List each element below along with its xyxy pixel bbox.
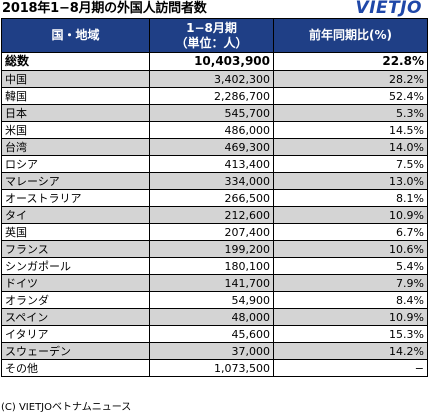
table-row: イタリア 45,600 15.3% [1, 325, 428, 343]
visitor-count: 45,600 [149, 325, 274, 343]
yoy-change: 14.0% [273, 138, 428, 156]
visitor-count: 469,300 [149, 138, 274, 156]
yoy-change: 14.5% [273, 121, 428, 139]
table-row: ロシア 413,400 7.5% [1, 155, 428, 173]
yoy-change: 5.3% [273, 104, 428, 122]
country-name: ドイツ [1, 274, 150, 292]
yoy-change: 52.4% [273, 87, 428, 105]
yoy-change: 15.3% [273, 325, 428, 343]
table-row: オランダ 54,900 8.4% [1, 291, 428, 309]
visitor-count: 212,600 [149, 206, 274, 224]
table-row: 中国 3,402,300 28.2% [1, 70, 428, 88]
visitor-count: 37,000 [149, 342, 274, 360]
yoy-change: 7.9% [273, 274, 428, 292]
visitor-count: 413,400 [149, 155, 274, 173]
visitor-count: 54,900 [149, 291, 274, 309]
yoy-change: 28.2% [273, 70, 428, 88]
total-yoy: 22.8% [273, 52, 428, 71]
yoy-change: − [273, 359, 428, 377]
table-row: 台湾 469,300 14.0% [1, 138, 428, 156]
header-count-line1: 1−8月期 [186, 20, 237, 35]
country-name: スペイン [1, 308, 150, 326]
total-count: 10,403,900 [149, 52, 274, 71]
header-bar: 2018年1−8月期の外国人訪問者数 VIETJO [0, 0, 428, 18]
country-name: オーストラリア [1, 189, 150, 207]
table-row: その他 1,073,500− [1, 359, 428, 377]
table-header-row: 国・地域 1−8月期 （単位：人） 前年同期比(%) [1, 18, 428, 53]
country-name: シンガポール [1, 257, 150, 275]
total-row: 総数 10,403,900 22.8% [1, 52, 428, 71]
header-count-line2: （単位：人） [175, 35, 248, 50]
yoy-change: 10.9% [273, 206, 428, 224]
country-name: 台湾 [1, 138, 150, 156]
country-name: オランダ [1, 291, 150, 309]
country-name: その他 [1, 359, 150, 377]
country-name: マレーシア [1, 172, 150, 190]
country-name: スウェーデン [1, 342, 150, 360]
visitor-count: 545,700 [149, 104, 274, 122]
visitor-stats-table: 国・地域 1−8月期 （単位：人） 前年同期比(%) 総数 10,403,900… [1, 18, 428, 377]
copyright-text: (C) VIETJOベトナムニュース [1, 402, 132, 413]
country-name: フランス [1, 240, 150, 258]
yoy-change: 7.5% [273, 155, 428, 173]
table-row: 米国 486,000 14.5% [1, 121, 428, 139]
visitor-count: 199,200 [149, 240, 274, 258]
country-name: イタリア [1, 325, 150, 343]
table-row: タイ 212,600 10.9% [1, 206, 428, 224]
visitor-count: 3,402,300 [149, 70, 274, 88]
yoy-change: 14.2% [273, 342, 428, 360]
visitor-count: 180,100 [149, 257, 274, 275]
yoy-change: 10.6% [273, 240, 428, 258]
country-name: 中国 [1, 70, 150, 88]
visitor-count: 48,000 [149, 308, 274, 326]
country-name: 韓国 [1, 87, 150, 105]
header-region: 国・地域 [1, 18, 150, 53]
visitor-count: 334,000 [149, 172, 274, 190]
table-row: マレーシア 334,000 13.0% [1, 172, 428, 190]
yoy-change: 8.1% [273, 189, 428, 207]
yoy-change: 10.9% [273, 308, 428, 326]
table-row: 日本 545,700 5.3% [1, 104, 428, 122]
yoy-change: 13.0% [273, 172, 428, 190]
table-row: 韓国 2,286,700 52.4% [1, 87, 428, 105]
visitor-count: 207,400 [149, 223, 274, 241]
table-row: スウェーデン 37,000 14.2% [1, 342, 428, 360]
table-row: ドイツ 141,700 7.9% [1, 274, 428, 292]
page-title: 2018年1−8月期の外国人訪問者数 [2, 1, 207, 16]
visitor-count: 141,700 [149, 274, 274, 292]
visitor-count: 2,286,700 [149, 87, 274, 105]
table-row: 英国 207,400 6.7% [1, 223, 428, 241]
country-name: 米国 [1, 121, 150, 139]
country-name: タイ [1, 206, 150, 224]
vietjo-logo[interactable]: VIETJO [355, 0, 422, 18]
yoy-change: 6.7% [273, 223, 428, 241]
visitor-count: 266,500 [149, 189, 274, 207]
country-name: 英国 [1, 223, 150, 241]
country-name: ロシア [1, 155, 150, 173]
total-label: 総数 [1, 52, 150, 71]
table-row: シンガポール 180,100 5.4% [1, 257, 428, 275]
country-name: 日本 [1, 104, 150, 122]
yoy-change: 5.4% [273, 257, 428, 275]
table-row: フランス 199,200 10.6% [1, 240, 428, 258]
table-row: オーストラリア 266,500 8.1% [1, 189, 428, 207]
visitor-count: 486,000 [149, 121, 274, 139]
yoy-change: 8.4% [273, 291, 428, 309]
visitor-count: 1,073,500 [149, 359, 274, 377]
header-yoy: 前年同期比(%) [273, 18, 428, 53]
header-count: 1−8月期 （単位：人） [149, 18, 274, 53]
table-row: スペイン 48,000 10.9% [1, 308, 428, 326]
